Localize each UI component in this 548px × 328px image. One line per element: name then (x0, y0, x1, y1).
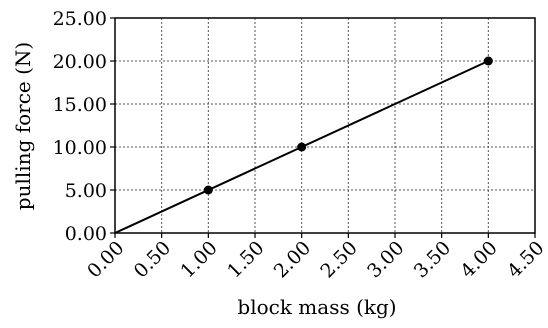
data-series (114, 56, 493, 234)
y-tick-label: 25.00 (53, 8, 107, 30)
data-point (297, 142, 307, 152)
x-tick-label: 2.50 (316, 237, 361, 282)
plot-frame (114, 17, 536, 234)
x-tick-label: 4.50 (503, 237, 548, 282)
y-tick-label: 20.00 (53, 51, 107, 73)
grid-lines (115, 17, 536, 233)
y-tick-label: 15.00 (53, 94, 107, 116)
axes (110, 17, 536, 238)
y-tick-label: 10.00 (53, 137, 107, 159)
x-tick-label: 2.00 (270, 237, 315, 282)
x-tick-label: 3.50 (410, 237, 455, 282)
x-tick-label: 0.50 (130, 237, 175, 282)
x-tick-label: 3.00 (363, 237, 408, 282)
data-point (483, 56, 493, 66)
x-tick-label: 4.00 (456, 237, 501, 282)
y-axis-label: pulling force (N) (11, 42, 35, 210)
y-tick-label: 5.00 (65, 180, 107, 202)
x-tick-label: 1.50 (223, 237, 268, 282)
x-axis-label: block mass (kg) (237, 295, 396, 319)
data-point (203, 185, 213, 195)
x-tick-label: 1.00 (176, 237, 221, 282)
y-tick-label: 0.00 (65, 223, 107, 245)
